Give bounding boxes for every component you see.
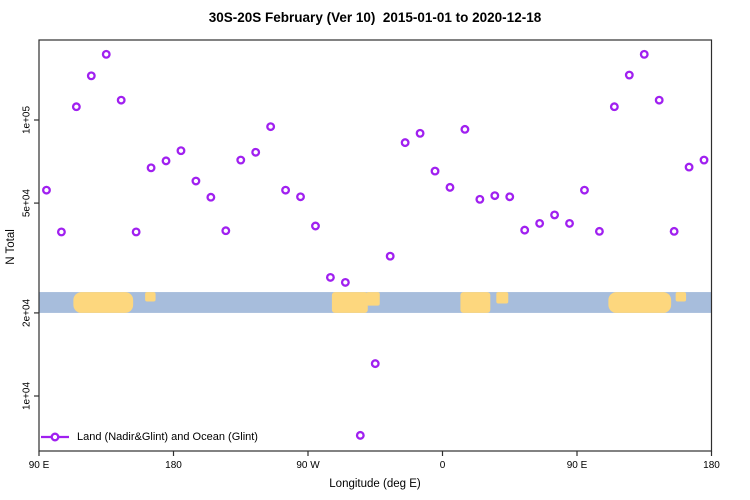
chart-title: 30S-20S February (Ver 10) 2015-01-01 to … [208,10,542,25]
data-point-25E [475,194,485,204]
data-point-105E [56,227,66,237]
data-point-145E [654,95,664,105]
data-point-95W [296,192,305,202]
data-point-35W [385,251,395,261]
data-point-115W [266,122,276,132]
map-band-land-south-america-east [366,292,380,306]
data-point-85W [311,221,320,231]
data-point-145E [116,95,126,105]
data-point-115E [71,102,81,112]
data-point-95E [580,185,589,195]
plot-border [38,39,713,452]
legend-marker-icon [41,432,69,441]
x-tick-label: 180 [703,460,720,471]
data-point-175E [699,155,709,165]
x-tick-label: 180 [165,460,182,471]
data-point-65W [340,277,350,287]
data-point-125W [251,147,261,157]
data-point-35E [490,191,500,201]
data-point-15W [415,128,425,138]
data-point-55W [355,430,365,440]
x-axis-title: Longitude (deg E) [329,478,421,490]
data-point-165W [191,176,201,186]
data-point-155E [131,227,141,237]
data-point-145W [221,226,231,236]
data-point-5W [430,166,440,176]
y-tick-label: 2e+04 [22,298,33,327]
data-point-45E [505,192,515,202]
data-point-135E [101,49,111,59]
data-point-45W [370,359,380,369]
map-band-land-south-america [331,292,368,313]
x-tick-label: 90 E [29,460,50,471]
map-band-land-australia [73,292,134,313]
data-point-135W [236,155,246,165]
data-point-95E [42,185,51,195]
data-point-155E [669,226,679,236]
map-band-land-new-caledonia-repeat [675,292,687,302]
y-tick-label: 5e+04 [22,189,33,218]
data-point-65E [535,218,545,228]
data-point-85E [565,218,574,228]
data-point-165E [684,162,694,172]
legend-label: Land (Nadir&Glint) and Ocean (Glint) [77,430,258,443]
map-band-land-new-caledonia [145,292,156,302]
data-point-15E [460,124,470,134]
data-point-165E [146,163,156,173]
data-point-75W [325,272,335,282]
x-tick-label: 90 E [567,460,588,471]
data-point-55E [520,225,530,235]
data-point-105W [281,185,291,195]
data-point-175W [176,146,186,156]
data-point-75E [550,210,560,220]
y-tick-label: 1e+05 [22,106,33,135]
data-point-175E [161,156,171,166]
map-band-land-africa [460,292,491,313]
y-tick-label: 1e+04 [22,382,33,411]
data-point-125E [624,70,634,80]
map-band-land-australia-repeat [608,292,672,313]
legend: Land (Nadir&Glint) and Ocean (Glint) [40,429,258,444]
data-point-105E [594,226,604,236]
data-point-135E [639,49,649,59]
data-point-115E [609,102,619,112]
map-band-land-madagascar [496,292,509,304]
legend-circle-marker [50,432,60,441]
data-point-125E [86,71,96,81]
data-point-5E [445,182,455,192]
data-point-155W [206,192,216,202]
x-tick-label: 0 [440,460,446,471]
x-tick-label: 90 W [296,460,320,471]
data-point-25W [400,138,410,148]
